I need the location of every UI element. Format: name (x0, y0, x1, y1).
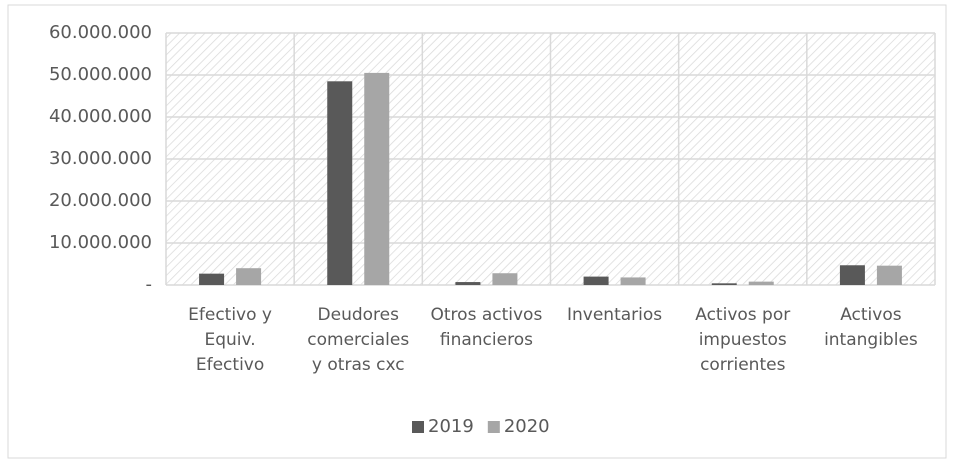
bar (327, 81, 353, 285)
bar (199, 273, 225, 285)
x-tick-label: Activos intangibles (824, 305, 918, 350)
bar (876, 265, 902, 285)
y-tick-label: 20.000.000 (49, 190, 152, 211)
y-tick-label: 10.000.000 (49, 232, 152, 253)
legend-swatch (487, 421, 500, 433)
bar (236, 268, 262, 285)
bar (839, 265, 865, 285)
legend-label: 2019 (428, 416, 474, 437)
bar (364, 72, 390, 286)
legend-label: 2020 (504, 416, 550, 437)
x-tick-label: Efectivo y Equiv. Efectivo (188, 305, 272, 375)
x-tick-label: Activos por impuestos corrientes (695, 305, 790, 375)
bar (455, 282, 481, 285)
y-tick-label: 40.000.000 (49, 106, 152, 127)
bar (492, 273, 518, 285)
y-tick-label: 30.000.000 (49, 148, 152, 169)
x-tick-label: Inventarios (567, 305, 662, 325)
y-tick-label: - (146, 274, 153, 295)
x-tick-label: Deudores comerciales y otras cxc (307, 305, 409, 375)
bar (711, 283, 737, 285)
y-tick-label: 50.000.000 (49, 64, 152, 85)
y-tick-label: 60.000.000 (49, 22, 152, 43)
bar (748, 281, 774, 285)
legend-swatch (412, 421, 424, 433)
x-tick-label: Otros activos financieros (431, 305, 543, 350)
bar (620, 277, 646, 285)
bar (583, 276, 609, 285)
